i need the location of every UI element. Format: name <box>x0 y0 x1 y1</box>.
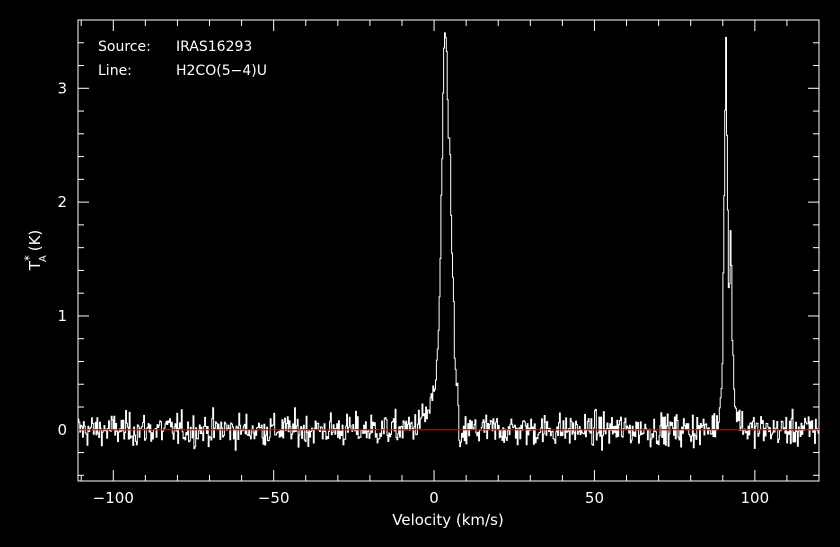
annotation-line-key: Line: <box>98 63 132 79</box>
annotation-source-key: Source: <box>98 39 151 55</box>
x-tick-label: −100 <box>93 489 134 507</box>
y-axis-label-subscript: A <box>38 255 49 262</box>
plot-frame <box>77 19 820 482</box>
x-tick-label: 50 <box>585 489 604 507</box>
tick-labels: −100 −50 0 50 100 0 1 2 3 <box>57 79 769 507</box>
x-tick-label: 100 <box>741 489 770 507</box>
y-tick-label: 0 <box>57 421 67 439</box>
y-axis-label: T* A (K) <box>22 230 49 272</box>
y-axis-label-unit: (K) <box>26 230 44 252</box>
annotation-line-value: H2CO(5−4)U <box>176 63 267 79</box>
y-tick-label: 3 <box>57 79 67 97</box>
axis-ticks <box>78 20 820 481</box>
y-axis-label-symbol: T <box>26 260 44 271</box>
annotation-source-value: IRAS16293 <box>176 39 252 55</box>
y-tick-label: 2 <box>57 193 67 211</box>
x-tick-label: 0 <box>429 489 439 507</box>
x-tick-label: −50 <box>258 489 290 507</box>
spectrum-line <box>78 32 819 451</box>
plot-border <box>77 19 820 482</box>
y-tick-label: 1 <box>57 307 67 325</box>
y-axis-label-superscript: * <box>22 255 36 261</box>
x-axis-label: Velocity (km/s) <box>392 511 503 529</box>
series-layer <box>78 32 819 451</box>
